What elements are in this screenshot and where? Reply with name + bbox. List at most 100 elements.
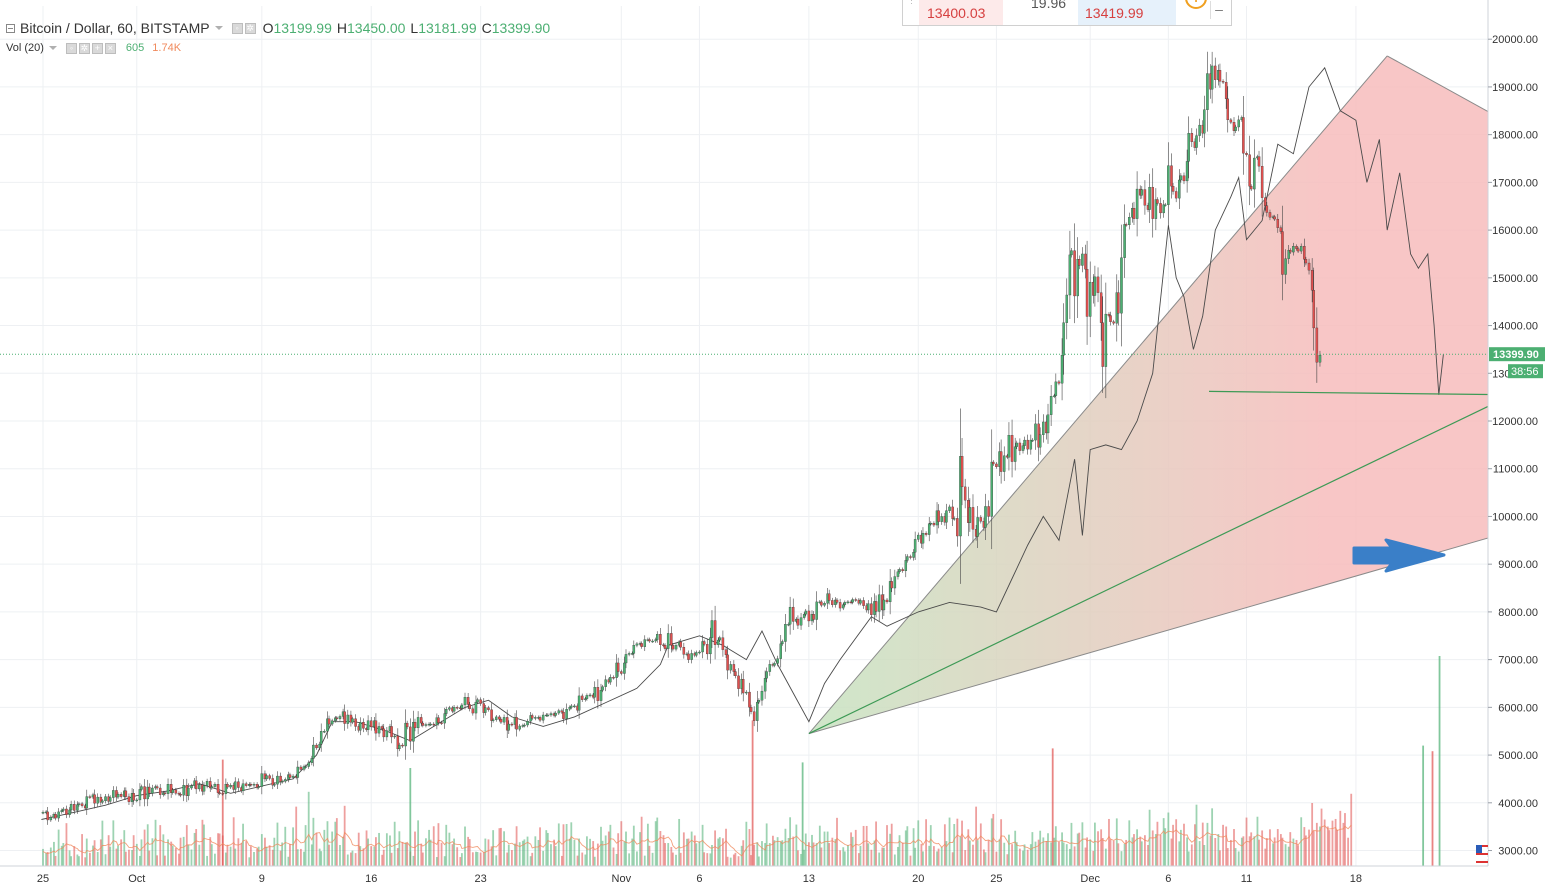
settings-icon[interactable]: ✲ bbox=[78, 42, 90, 54]
candle bbox=[218, 792, 221, 794]
volume-bar bbox=[718, 837, 721, 866]
candle bbox=[49, 816, 53, 821]
candle bbox=[1312, 290, 1315, 329]
volume-bar bbox=[104, 854, 107, 866]
volume-bar bbox=[1026, 849, 1029, 866]
countdown-tag bbox=[1508, 364, 1543, 379]
close-icon[interactable]: × bbox=[104, 42, 116, 54]
volume-bar bbox=[789, 817, 792, 866]
volume-bar bbox=[714, 830, 716, 866]
volume-bar bbox=[1162, 818, 1165, 866]
volume-bar bbox=[195, 829, 198, 866]
sell-price[interactable]: 13400.03 bbox=[927, 5, 986, 21]
volume-bar bbox=[76, 854, 79, 866]
info-icon[interactable]: i bbox=[1185, 0, 1207, 9]
candle bbox=[1099, 292, 1103, 323]
volume-bar bbox=[1229, 839, 1232, 866]
candle bbox=[1060, 354, 1064, 384]
drag-handle-icon[interactable]: ⋮⋮ bbox=[907, 0, 925, 5]
volume-bar bbox=[745, 821, 748, 866]
volume-bar bbox=[1014, 830, 1017, 866]
volume-bar bbox=[1245, 817, 1248, 866]
volume-bar bbox=[818, 825, 821, 866]
candle bbox=[820, 601, 823, 606]
volume-bar bbox=[623, 841, 626, 866]
eye-icon[interactable]: ◦ bbox=[65, 42, 77, 54]
candle bbox=[963, 486, 967, 501]
chevron-down-icon[interactable] bbox=[214, 26, 223, 30]
buy-price[interactable]: 13419.99 bbox=[1085, 5, 1144, 21]
candle bbox=[151, 787, 154, 794]
volume-bar bbox=[773, 840, 776, 866]
volume-bar bbox=[800, 853, 802, 866]
candle bbox=[1224, 82, 1228, 100]
volume-bar bbox=[612, 847, 615, 866]
volume-bar bbox=[772, 835, 774, 866]
symbol-title[interactable]: Bitcoin / Dollar, 60, BITSTAMP bbox=[20, 20, 210, 36]
close-label: C bbox=[481, 20, 492, 36]
candle bbox=[502, 717, 506, 723]
collapse-icon[interactable] bbox=[6, 23, 15, 33]
candle bbox=[1295, 246, 1298, 249]
time-tick-label: 9 bbox=[259, 873, 265, 885]
volume-bar bbox=[843, 851, 846, 866]
candle bbox=[1031, 439, 1034, 442]
volume-bar bbox=[342, 836, 344, 866]
price-tick-label: 3000.00 bbox=[1498, 846, 1538, 858]
volume-bar bbox=[865, 825, 868, 866]
volume-bar bbox=[389, 835, 391, 866]
candle bbox=[260, 773, 264, 787]
candle bbox=[573, 705, 576, 708]
volume-bar bbox=[882, 847, 885, 866]
flag-stripe bbox=[1476, 857, 1488, 859]
volume-bar bbox=[722, 838, 724, 866]
volume-bar bbox=[412, 855, 415, 866]
volume-bar bbox=[318, 848, 321, 866]
candle bbox=[307, 762, 310, 767]
candle bbox=[663, 645, 667, 649]
volume-bar bbox=[1131, 837, 1134, 866]
candle bbox=[1117, 292, 1120, 314]
volume-label[interactable]: Vol (20) bbox=[6, 42, 44, 54]
buy-button[interactable] bbox=[1078, 0, 1176, 25]
plus-icon[interactable]: + bbox=[91, 42, 103, 54]
volume-bar bbox=[1211, 808, 1214, 866]
volume-bar bbox=[96, 852, 99, 866]
open-label: O bbox=[262, 20, 274, 36]
candle bbox=[734, 671, 737, 677]
volume-bar bbox=[495, 855, 498, 866]
volume-bar bbox=[62, 843, 65, 866]
volume-bar bbox=[234, 848, 237, 866]
eye-icon[interactable]: ◦ bbox=[231, 22, 243, 34]
candle bbox=[221, 793, 224, 795]
candle bbox=[843, 602, 847, 605]
candle bbox=[1054, 381, 1058, 396]
sell-button[interactable] bbox=[919, 0, 1003, 25]
candle bbox=[419, 717, 423, 724]
volume-bar bbox=[1058, 841, 1060, 866]
volume-bar bbox=[515, 826, 518, 866]
candle bbox=[1076, 259, 1079, 297]
candle bbox=[440, 722, 443, 724]
volume-bar bbox=[445, 824, 448, 866]
volume-bar bbox=[162, 834, 165, 866]
spread-value: 19.96 bbox=[1031, 0, 1067, 11]
minimize-button[interactable]: – bbox=[1210, 1, 1227, 19]
low-label: L bbox=[410, 20, 419, 36]
settings-icon[interactable]: ✲ bbox=[244, 22, 256, 34]
candle bbox=[490, 709, 493, 721]
candle bbox=[194, 780, 198, 790]
volume-bar bbox=[639, 832, 641, 866]
volume-bar bbox=[187, 844, 190, 866]
candle bbox=[443, 713, 446, 724]
candle bbox=[1148, 186, 1151, 210]
candle bbox=[119, 794, 123, 797]
volume-bar bbox=[240, 843, 243, 866]
volume-bar bbox=[398, 831, 401, 866]
volume-bar bbox=[615, 853, 618, 866]
candle bbox=[455, 707, 459, 709]
volume-bar bbox=[682, 832, 685, 866]
chevron-down-icon[interactable] bbox=[48, 46, 57, 50]
volume-bar bbox=[1047, 833, 1049, 866]
